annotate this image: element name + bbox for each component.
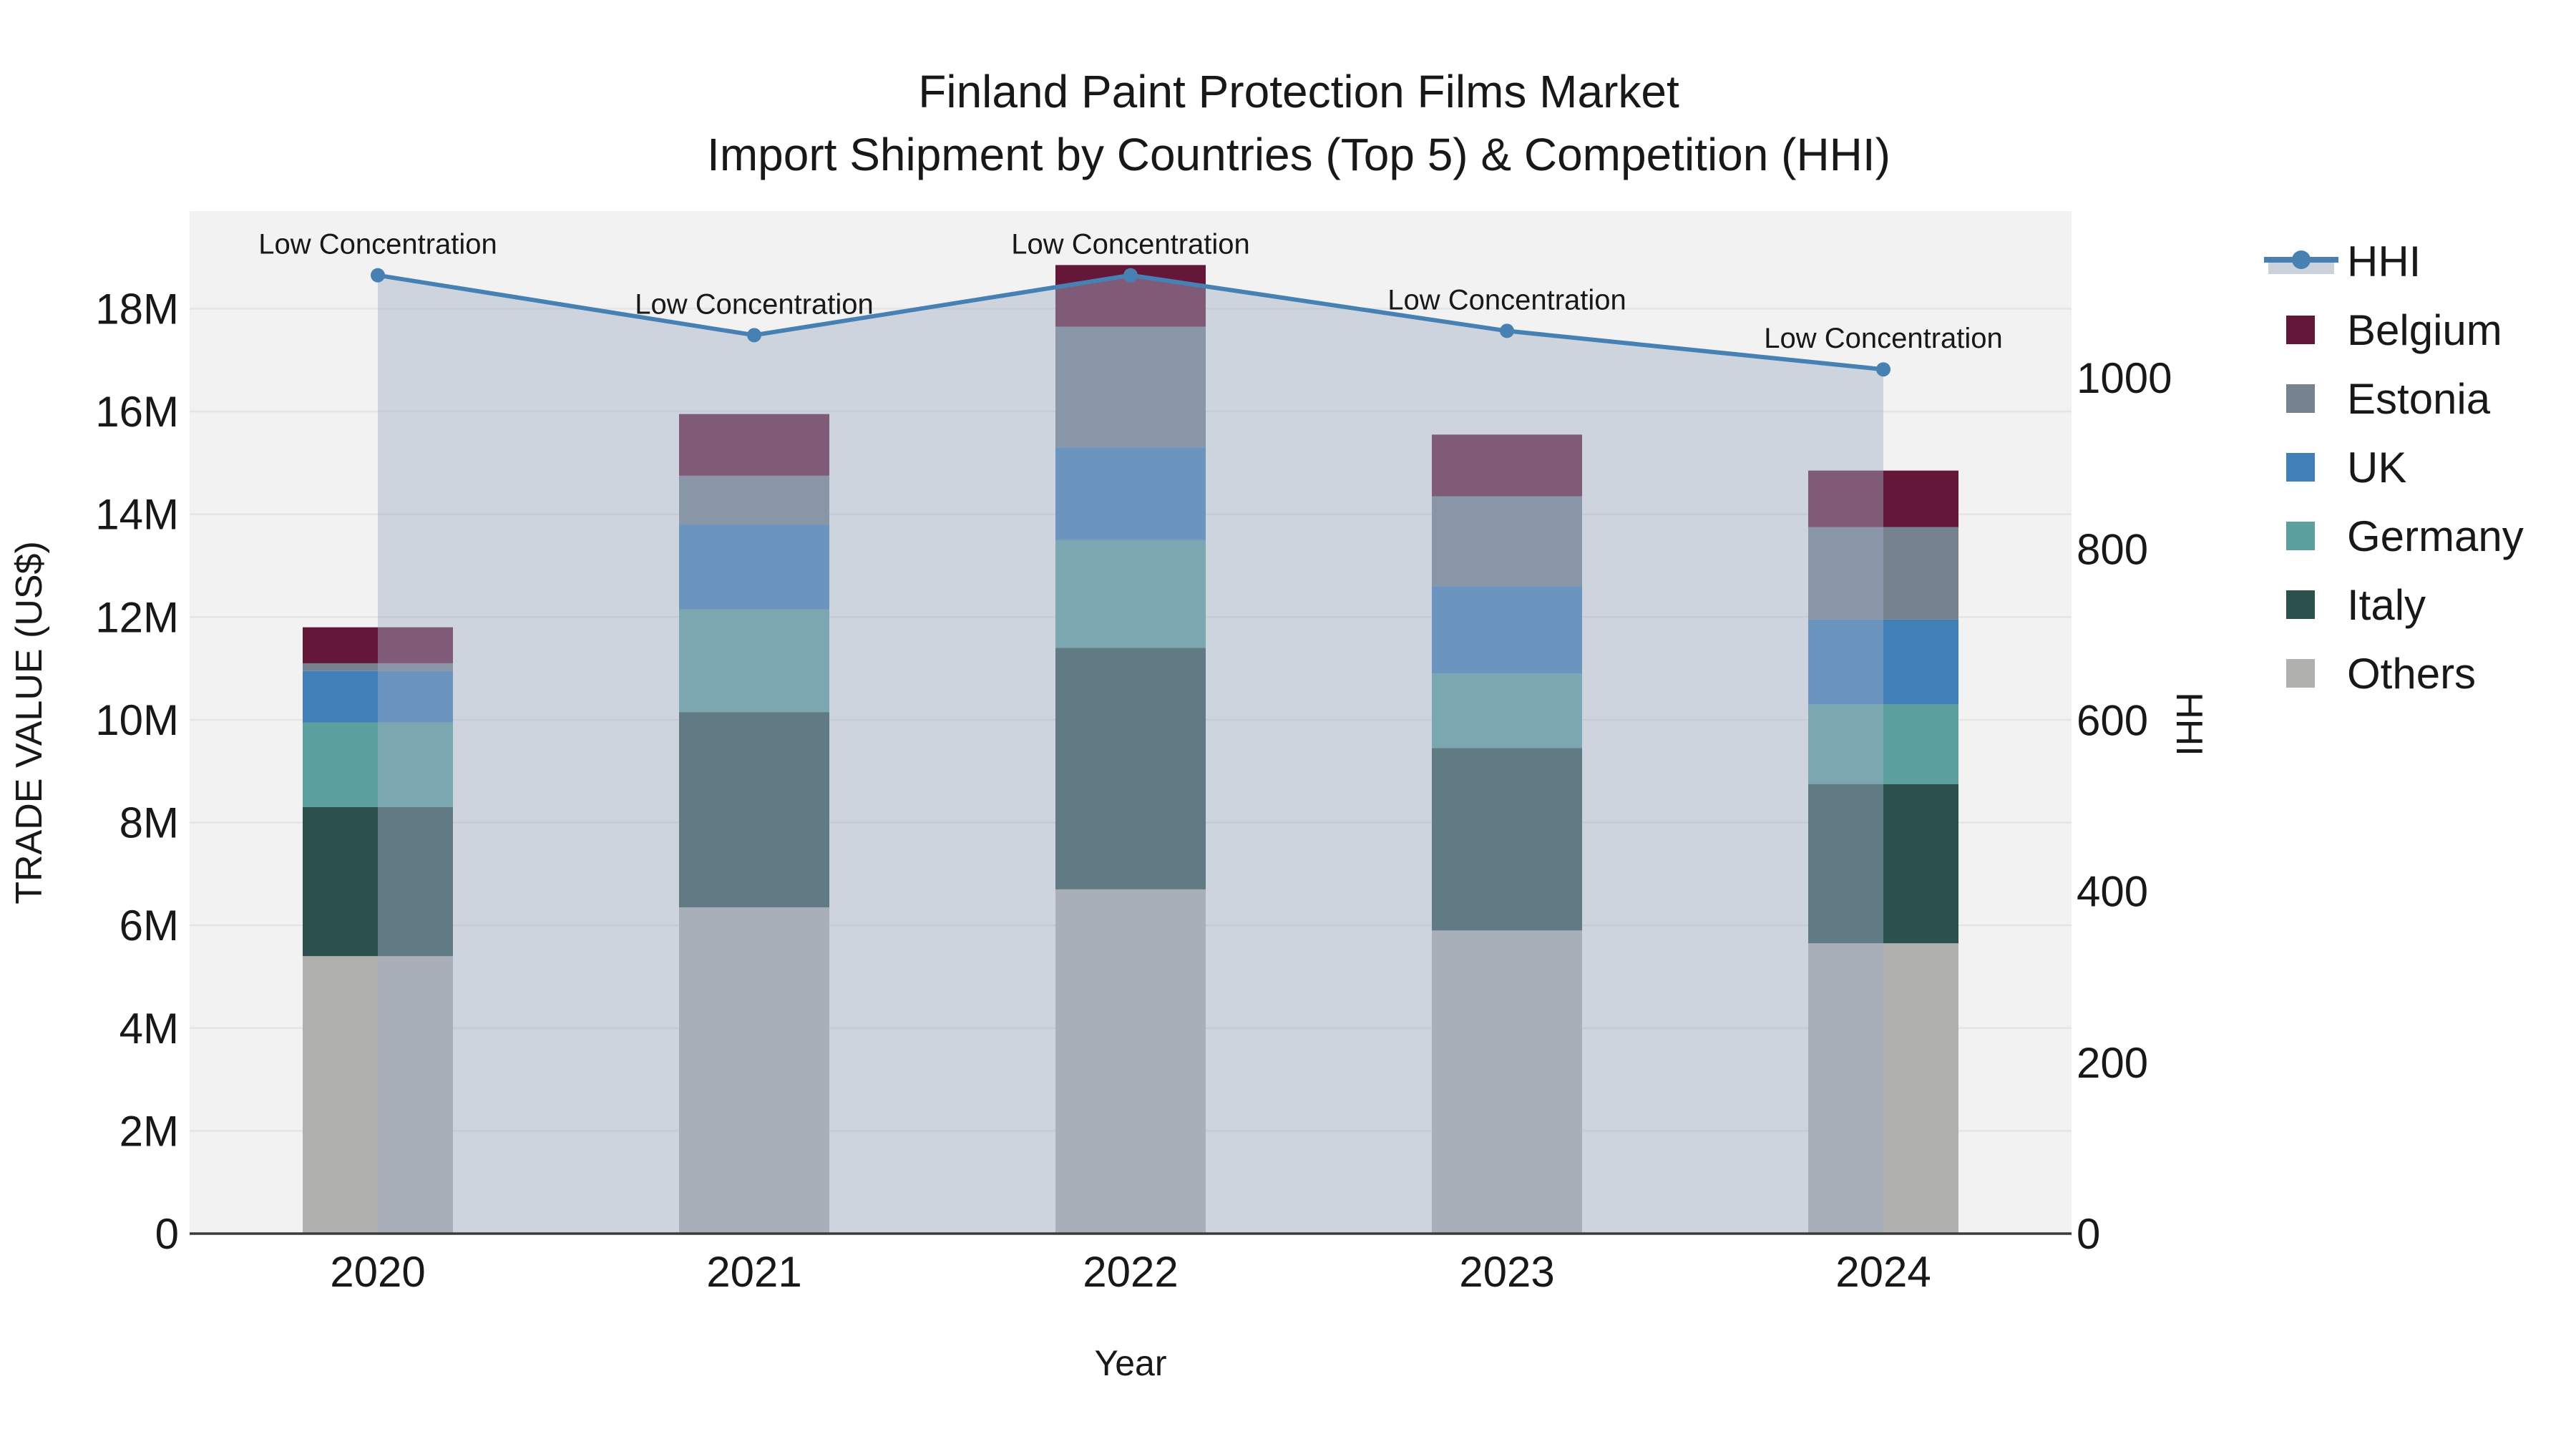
legend-item-others[interactable]: Others [2286,650,2476,698]
legend-item-belgium[interactable]: Belgium [2286,306,2502,354]
y-left-tick-6M: 6M [119,902,179,950]
bar-segment-2022-estonia[interactable] [1055,326,1206,448]
legend-swatch-germany [2286,522,2315,550]
legend-swatch-belgium [2286,316,2315,344]
legend-swatch-others [2286,659,2315,688]
y-left-tick-2M: 2M [119,1107,179,1155]
hhi-area-fill [378,275,1883,1234]
y-left-tick-12M: 12M [95,593,179,641]
y-left-tick-8M: 8M [119,799,179,847]
x-tick-labels: 2020 2021 2022 2023 2024 [330,1248,1931,1296]
bars-layer [303,265,1958,1234]
annotations-layer: Low Concentration Low Concentration Low Co… [258,229,2003,355]
annotation-low-concentration-2023: Low Concentration [1387,284,1626,316]
hhi-point-2023[interactable] [1500,323,1514,338]
y-right-tick-400: 400 [2077,868,2148,916]
chart-title-line1: Finland Paint Protection Films Market [918,66,1679,117]
y-right-axis-title: HHI [2168,692,2210,756]
bar-segment-2024-belgium[interactable] [1808,470,1958,527]
annotation-low-concentration-2024: Low Concentration [1764,323,2003,354]
y-left-tick-14M: 14M [95,491,179,539]
legend-label-estonia: Estonia [2347,375,2491,423]
bar-segment-2023-italy[interactable] [1432,748,1582,931]
bar-segment-2024-germany[interactable] [1808,704,1958,784]
hhi-line-layer [371,268,1890,1234]
legend-label-italy: Italy [2347,581,2426,629]
y-right-tick-0: 0 [2077,1210,2100,1258]
annotation-low-concentration-2020: Low Concentration [258,229,497,260]
legend-swatch-estonia [2286,384,2315,413]
bar-segment-2021-italy[interactable] [679,712,829,908]
legend-item-italy[interactable]: Italy [2286,581,2426,629]
x-axis-title: Year [1094,1343,1166,1383]
legend-swatch-uk [2286,453,2315,482]
y-left-tick-18M: 18M [95,285,179,333]
hhi-point-2020[interactable] [371,268,385,283]
y-right-tick-800: 800 [2077,525,2148,573]
chart-title-line2: Import Shipment by Countries (Top 5) & C… [707,129,1890,180]
y-left-axis-title: TRADE VALUE (US$) [9,541,50,904]
bar-segment-2020-belgium[interactable] [303,627,453,663]
legend-label-uk: UK [2347,444,2406,492]
y-left-tick-4M: 4M [119,1005,179,1053]
bar-segment-2023-estonia[interactable] [1432,496,1582,587]
x-tick-2020: 2020 [330,1248,425,1296]
bar-segment-2023-others[interactable] [1432,930,1582,1234]
bar-segment-2020-others[interactable] [303,956,453,1234]
y-right-tick-600: 600 [2077,697,2148,745]
bar-segment-2021-estonia[interactable] [679,475,829,525]
y-right-tick-200: 200 [2077,1039,2148,1087]
y-right-tick-1000: 1000 [2077,354,2172,402]
bar-segment-2023-uk[interactable] [1432,586,1582,674]
legend-swatch-italy [2286,590,2315,619]
annotation-low-concentration-2021: Low Concentration [635,288,874,320]
bar-segment-2023-belgium[interactable] [1432,434,1582,497]
y-left-tick-10M: 10M [95,696,179,744]
bar-segment-2021-germany[interactable] [679,609,829,713]
bar-segment-2022-italy[interactable] [1055,648,1206,889]
legend-hhi-marker-icon [2292,250,2311,269]
bar-segment-2020-germany[interactable] [303,722,453,807]
hhi-point-2024[interactable] [1876,362,1890,377]
legend-label-germany: Germany [2347,512,2524,560]
legend-label-hhi: HHI [2347,238,2421,286]
hhi-point-2022[interactable] [1123,268,1138,283]
x-tick-2022: 2022 [1083,1248,1178,1296]
y-tick-labels: 0 2M 4M 6M 8M 10M 12M 14M 16M 18M 0 200 400 600 800 100… [95,285,2172,1258]
bar-segment-2020-estonia[interactable] [303,663,453,671]
y-left-tick-16M: 16M [95,388,179,436]
bar-segment-2024-uk[interactable] [1808,619,1958,705]
legend-item-hhi[interactable]: HHI [2264,238,2421,286]
bar-segment-2021-others[interactable] [679,907,829,1234]
y-left-tick-0: 0 [155,1210,179,1258]
legend-item-estonia[interactable]: Estonia [2286,375,2491,423]
bar-segment-2022-uk[interactable] [1055,447,1206,540]
bar-segment-2022-others[interactable] [1055,889,1206,1234]
legend-item-germany[interactable]: Germany [2286,512,2524,560]
annotation-low-concentration-2022: Low Concentration [1011,229,1250,260]
bar-segment-2024-italy[interactable] [1808,784,1958,944]
bar-segment-2021-belgium[interactable] [679,414,829,476]
legend-item-uk[interactable]: UK [2286,444,2406,492]
bar-segment-2022-germany[interactable] [1055,540,1206,648]
x-tick-2021: 2021 [706,1248,801,1296]
hhi-point-2021[interactable] [747,328,761,343]
legend-label-others: Others [2347,650,2476,698]
x-tick-2023: 2023 [1459,1248,1554,1296]
bar-segment-2023-germany[interactable] [1432,673,1582,748]
bar-segment-2024-others[interactable] [1808,943,1958,1234]
legend-label-belgium: Belgium [2347,306,2502,354]
bar-segment-2024-estonia[interactable] [1808,527,1958,620]
bar-segment-2021-uk[interactable] [679,525,829,610]
bar-segment-2020-uk[interactable] [303,670,453,723]
x-tick-2024: 2024 [1835,1248,1931,1296]
legend: HHI Belgium Estonia UK Germany Italy Others [2264,238,2524,698]
bar-segment-2020-italy[interactable] [303,806,453,957]
